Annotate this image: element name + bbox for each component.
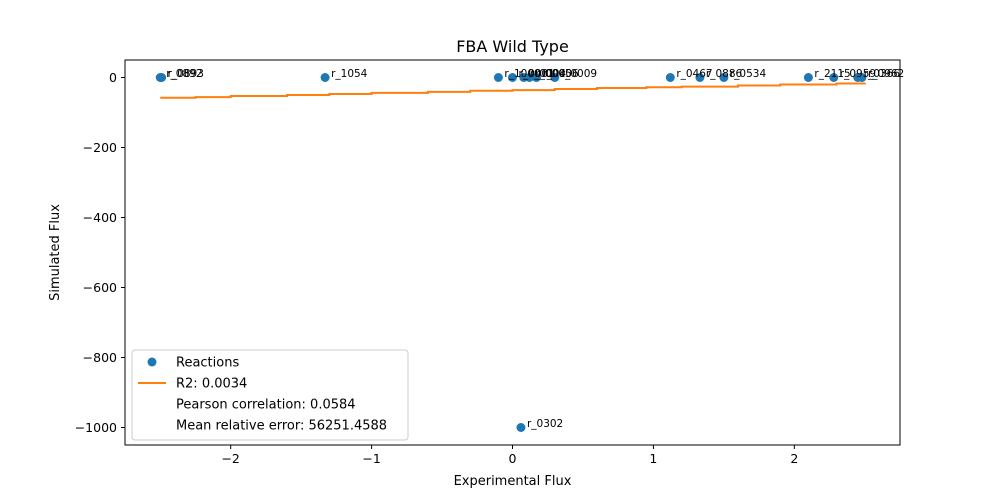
- point-label: r_0962: [868, 68, 904, 80]
- data-point: [516, 423, 526, 432]
- data-point: [524, 73, 534, 82]
- y-tick-label: −600: [83, 280, 117, 295]
- legend: Reactions R2: 0.0034 Pearson correlation: …: [131, 349, 409, 441]
- legend-entry: R2: 0.0034: [176, 377, 247, 392]
- point-label: r_1054: [331, 68, 368, 80]
- y-tick-label: −400: [83, 210, 117, 225]
- x-tick-label: −1: [362, 451, 380, 466]
- point-label: r_0892: [166, 68, 202, 80]
- data-point: [857, 73, 867, 82]
- point-label: r_0004: [530, 68, 567, 80]
- data-point: [508, 73, 517, 82]
- data-point: [550, 73, 560, 82]
- x-tick-label: 0: [509, 451, 517, 466]
- fit-line: [160, 82, 866, 99]
- point-label: r_1000: [504, 68, 540, 80]
- legend-entry: Mean relative error: 56251.4588: [176, 419, 387, 434]
- data-point: [493, 73, 503, 82]
- point-label: r_0959: [840, 68, 876, 80]
- y-axis-title: Simulated Flux: [48, 204, 63, 301]
- data-point: [829, 73, 839, 82]
- data-point: [719, 73, 729, 82]
- point-label: r_0893: [168, 68, 204, 80]
- legend-entry: Reactions: [176, 356, 239, 371]
- point-label: r_2115: [814, 68, 850, 80]
- y-tick-label: −1000: [75, 420, 117, 435]
- x-tick-label: 1: [649, 451, 657, 466]
- y-tick-label: −200: [83, 140, 117, 155]
- x-axis-title: Experimental Flux: [454, 474, 572, 489]
- legend-marker-points: [147, 357, 157, 367]
- point-label: r_0005: [535, 68, 571, 80]
- point-label: r_0001: [519, 68, 555, 80]
- x-tick-label: −2: [221, 451, 239, 466]
- x-tick-label: 2: [790, 451, 798, 466]
- point-label: r_0009: [561, 68, 597, 80]
- data-point: [157, 73, 167, 82]
- legend-box: [131, 349, 409, 441]
- point-label: r_0366: [864, 68, 901, 80]
- y-tick-label: −800: [83, 350, 117, 365]
- point-label: r_0006: [542, 68, 579, 80]
- x-axis: −2 −1 0 1 2: [221, 445, 798, 466]
- y-tick-label: 0: [109, 70, 117, 85]
- legend-entry: Pearson correlation: 0.0584: [176, 398, 356, 413]
- data-point: [695, 73, 705, 82]
- data-point: [803, 73, 813, 82]
- point-label: r_0886: [706, 68, 743, 80]
- point-label: r_0534: [730, 68, 767, 80]
- y-axis: 0 −200 −400 −600 −800 −1000: [75, 70, 125, 435]
- point-label: r_0467: [676, 68, 712, 80]
- point-label: r_0302: [527, 418, 563, 430]
- data-point: [665, 73, 675, 82]
- data-point: [531, 73, 541, 82]
- data-point: [320, 73, 330, 82]
- chart-title: FBA Wild Type: [456, 37, 569, 56]
